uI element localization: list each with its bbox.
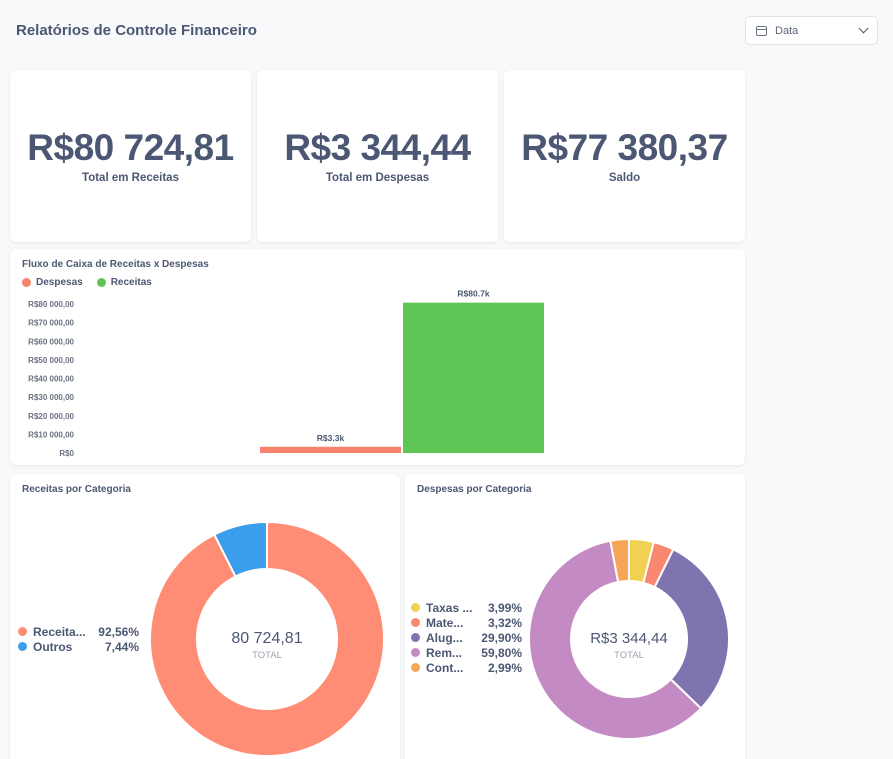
donut-slice[interactable] xyxy=(149,520,385,757)
cashflow-card: Fluxo de Caixa de Receitas x Despesas De… xyxy=(10,249,745,465)
legend-label: Cont... xyxy=(426,660,464,675)
donut-center-label: TOTAL xyxy=(614,650,644,661)
legend-swatch xyxy=(411,648,420,657)
kpi-label: Saldo xyxy=(608,171,641,184)
legend-item-despesas[interactable]: Despesas xyxy=(22,277,83,288)
y-tick-label: R$40 000,00 xyxy=(28,375,74,384)
y-tick-label: R$30 000,00 xyxy=(28,393,74,402)
legend-percent: 59,80% xyxy=(481,645,522,660)
date-filter-dropdown[interactable]: Data xyxy=(745,16,878,45)
legend-item[interactable]: Outros 7,44% xyxy=(18,639,139,654)
despesas-donut-chart: R$3 344,44 TOTAL xyxy=(528,537,730,740)
despesas-legend: Taxas ... 3,99% Mate... 3,32% Alug... 29,90% R… xyxy=(411,600,522,675)
legend-item[interactable]: Alug... 29,90% xyxy=(411,630,522,645)
legend-label: Receitas xyxy=(110,277,152,288)
receitas-donut-chart: 80 724,81 TOTAL xyxy=(149,520,385,757)
calendar-icon xyxy=(756,25,767,36)
legend-swatch xyxy=(411,663,420,672)
y-tick-label: R$60 000,00 xyxy=(28,337,74,346)
y-tick-label: R$70 000,00 xyxy=(28,319,74,328)
legend-swatch xyxy=(411,633,420,642)
donut-center-label: TOTAL xyxy=(252,650,282,661)
legend-percent: 92,56% xyxy=(98,624,139,639)
y-tick-label: R$80 000,00 xyxy=(28,300,74,309)
legend-item[interactable]: Receita... 92,56% xyxy=(18,624,139,639)
legend-label: Outros xyxy=(33,639,73,654)
legend-swatch xyxy=(411,603,420,612)
kpi-label: Total em Receitas xyxy=(82,171,179,184)
donut-slice[interactable] xyxy=(609,537,630,584)
cashflow-title: Fluxo de Caixa de Receitas x Despesas xyxy=(22,259,209,270)
legend-percent: 3,99% xyxy=(487,600,522,615)
kpi-value: R$80 724,81 xyxy=(27,126,234,168)
y-tick-label: R$20 000,00 xyxy=(28,412,74,421)
legend-item[interactable]: Rem... 59,80% xyxy=(411,645,522,660)
date-filter-label: Data xyxy=(775,24,799,37)
y-tick-label: R$0 xyxy=(59,449,74,458)
legend-swatch xyxy=(411,618,420,627)
legend-swatch xyxy=(18,627,27,636)
donut-slice[interactable] xyxy=(528,539,703,740)
legend-label: Taxas ... xyxy=(426,600,473,615)
despesas-category-title: Despesas por Categoria xyxy=(417,484,532,495)
donut-center-value: R$3 344,44 xyxy=(590,630,668,647)
legend-swatch xyxy=(22,278,31,287)
legend-percent: 29,90% xyxy=(481,630,522,645)
kpi-card-receitas[interactable]: R$80 724,81 Total em Receitas xyxy=(10,70,251,242)
legend-item[interactable]: Cont... 2,99% xyxy=(411,660,522,675)
kpi-card-saldo[interactable]: R$77 380,37 Saldo xyxy=(504,70,745,242)
legend-swatch xyxy=(96,278,106,287)
receitas-category-card: Receitas por Categoria Receita... 92,56% O… xyxy=(10,474,400,759)
kpi-label: Total em Despesas xyxy=(325,171,430,184)
cashflow-legend: Despesas Receitas xyxy=(22,277,152,288)
legend-label: Mate... xyxy=(426,615,464,630)
receitas-category-title: Receitas por Categoria xyxy=(22,484,131,495)
despesas-category-card: Despesas por Categoria Taxas ... 3,99% Mat… xyxy=(405,474,745,759)
kpi-value: R$3 344,44 xyxy=(284,126,471,168)
cashflow-bar-chart: R$0 R$10 000,00 R$20 000,00 R$30 000,00 R$40… xyxy=(28,289,544,458)
legend-label: Receita... xyxy=(33,624,86,639)
y-tick-label: R$50 000,00 xyxy=(28,356,74,365)
legend-item-receitas[interactable]: Receitas xyxy=(96,277,152,288)
kpi-value: R$77 380,37 xyxy=(521,126,728,168)
bar-receitas[interactable] xyxy=(403,302,544,453)
legend-percent: 3,32% xyxy=(487,615,522,630)
chevron-down-icon xyxy=(858,23,869,34)
legend-percent: 2,99% xyxy=(487,660,522,675)
legend-label: Despesas xyxy=(36,277,83,288)
legend-item[interactable]: Taxas ... 3,99% xyxy=(411,600,522,615)
page-title: Relatórios de Controle Financeiro xyxy=(16,22,257,39)
legend-item[interactable]: Mate... 3,32% xyxy=(411,615,522,630)
legend-label: Alug... xyxy=(426,630,463,645)
donut-slice[interactable] xyxy=(653,548,730,710)
legend-label: Rem... xyxy=(426,645,463,660)
legend-swatch xyxy=(18,642,27,651)
legend-percent: 7,44% xyxy=(104,639,139,654)
donut-center-value: 80 724,81 xyxy=(231,630,302,647)
bar-value-label: R$3.3k xyxy=(317,433,345,443)
kpi-card-despesas[interactable]: R$3 344,44 Total em Despesas xyxy=(257,70,498,242)
y-tick-label: R$10 000,00 xyxy=(28,430,74,439)
bar-value-label: R$80.7k xyxy=(457,289,489,299)
receitas-legend: Receita... 92,56% Outros 7,44% xyxy=(18,624,139,654)
bar-despesas[interactable] xyxy=(260,446,401,453)
